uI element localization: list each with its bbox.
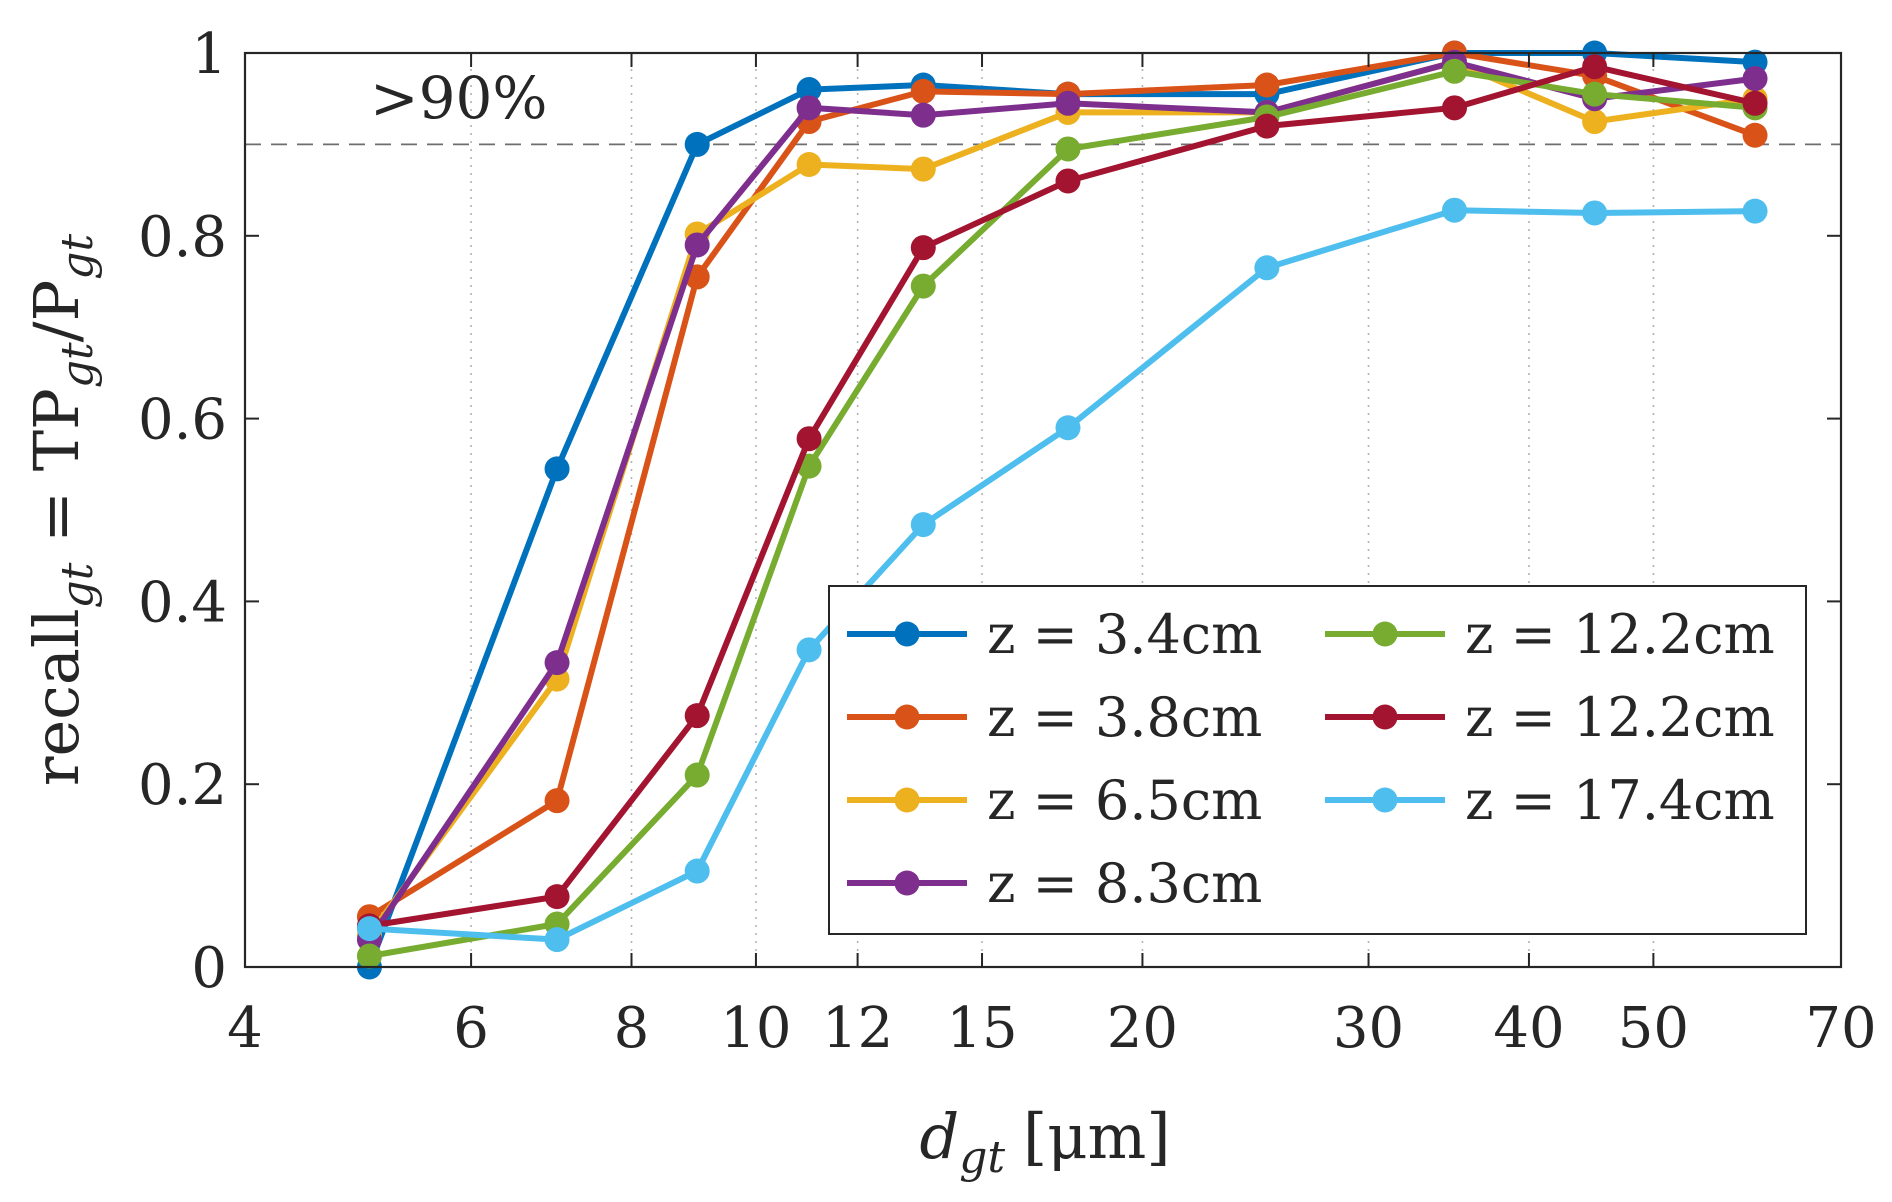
data-point — [910, 102, 936, 128]
data-point — [1742, 122, 1768, 148]
series-7 — [356, 197, 1768, 953]
data-point — [1055, 136, 1081, 162]
legend-label: z = 8.3cm — [987, 852, 1262, 915]
data-point — [544, 650, 570, 676]
data-point — [356, 943, 382, 969]
data-point — [1742, 90, 1768, 116]
legend-item: z = 3.8cm — [847, 686, 1262, 749]
data-point — [1254, 72, 1280, 98]
reference-label: >90% — [370, 64, 548, 132]
x-tick-label: 4 — [227, 996, 263, 1061]
ticks-layer: 4 6 8 10 12 15 20 30 40 50 70 0 0.2 0.4 0.6 0.8 1 — [138, 22, 1877, 1061]
x-tick-label: 50 — [1618, 996, 1689, 1061]
x-tick-label: 10 — [720, 996, 791, 1061]
data-point — [910, 235, 936, 261]
x-tick-label: 8 — [614, 996, 650, 1061]
legend-swatch-marker — [894, 787, 920, 813]
data-point — [544, 927, 570, 953]
legend-label: z = 6.5cm — [987, 769, 1262, 832]
x-tick-label: 40 — [1493, 996, 1564, 1061]
legend: z = 3.4cm z = 3.8cm z = 6.5cm z = 8.3cm z = … — [828, 585, 1807, 935]
data-point — [684, 762, 710, 788]
data-point — [684, 131, 710, 157]
series-layer — [356, 40, 1768, 980]
data-point — [1055, 415, 1081, 441]
legend-label: z = 17.4cm — [1465, 769, 1775, 832]
data-point — [1742, 198, 1768, 224]
legend-item: z = 8.3cm — [847, 852, 1262, 915]
data-point — [1441, 95, 1467, 121]
x-tick-label: 70 — [1805, 996, 1876, 1061]
legend-swatch-marker — [1372, 787, 1398, 813]
legend-item: z = 12.2cm — [1325, 686, 1775, 749]
data-point — [796, 637, 822, 663]
legend-label: z = 12.2cm — [1465, 603, 1775, 666]
axes-layer — [243, 51, 1843, 969]
data-point — [1254, 255, 1280, 281]
legend-swatch-marker — [894, 704, 920, 730]
data-point — [1582, 81, 1608, 107]
x-tick-label: 6 — [453, 996, 489, 1061]
legend-swatch-marker — [894, 621, 920, 647]
data-point — [1582, 200, 1608, 226]
data-point — [796, 426, 822, 452]
x-tick-label: 12 — [822, 996, 893, 1061]
y-tick-label: 0.8 — [138, 205, 227, 270]
data-point — [910, 273, 936, 299]
series-line — [366, 207, 1758, 943]
x-tick-label: 20 — [1107, 996, 1178, 1061]
y-tick-label: 1 — [191, 22, 227, 87]
series-line — [366, 50, 1758, 920]
legend-items: z = 3.4cm z = 3.8cm z = 6.5cm z = 8.3cm z = … — [847, 603, 1775, 915]
y-tick-label: 0.6 — [138, 388, 227, 453]
data-point — [356, 916, 382, 942]
legend-swatch-marker — [1372, 621, 1398, 647]
legend-label: z = 12.2cm — [1465, 686, 1775, 749]
data-point — [684, 703, 710, 729]
data-point — [1742, 66, 1768, 92]
data-point — [544, 884, 570, 910]
legend-box — [828, 585, 1807, 935]
legend-label: z = 3.4cm — [987, 603, 1262, 666]
data-point — [1441, 58, 1467, 84]
data-point — [1582, 109, 1608, 135]
y-tick-label: 0.2 — [138, 753, 227, 818]
data-point — [1582, 54, 1608, 80]
y-axis-label: recallgt = TPgt/Pgt — [20, 234, 103, 787]
legend-item: z = 6.5cm — [847, 769, 1262, 832]
data-point — [1055, 90, 1081, 116]
data-point — [544, 456, 570, 482]
data-point — [910, 512, 936, 538]
axes-box — [243, 51, 1843, 969]
data-point — [796, 95, 822, 121]
x-tick-label: 30 — [1333, 996, 1404, 1061]
legend-swatch-marker — [894, 870, 920, 896]
series-line — [366, 63, 1758, 929]
legend-swatch-marker — [1372, 704, 1398, 730]
legend-item: z = 12.2cm — [1325, 603, 1775, 666]
data-point — [684, 858, 710, 884]
x-axis-label: dgt [μm] — [919, 1100, 1170, 1183]
x-tick-label: 15 — [946, 996, 1017, 1061]
legend-label: z = 3.8cm — [987, 686, 1262, 749]
data-point — [910, 78, 936, 104]
data-point — [910, 156, 936, 182]
data-point — [796, 77, 822, 103]
data-point — [684, 232, 710, 258]
data-point — [796, 152, 822, 178]
grid-layer — [245, 53, 1841, 967]
legend-item: z = 17.4cm — [1325, 769, 1775, 832]
data-point — [1441, 197, 1467, 223]
data-point — [544, 788, 570, 814]
data-point — [1254, 113, 1280, 139]
data-point — [1055, 168, 1081, 194]
y-tick-label: 0 — [191, 936, 227, 1001]
y-tick-label: 0.4 — [138, 570, 227, 635]
legend-item: z = 3.4cm — [847, 603, 1262, 666]
